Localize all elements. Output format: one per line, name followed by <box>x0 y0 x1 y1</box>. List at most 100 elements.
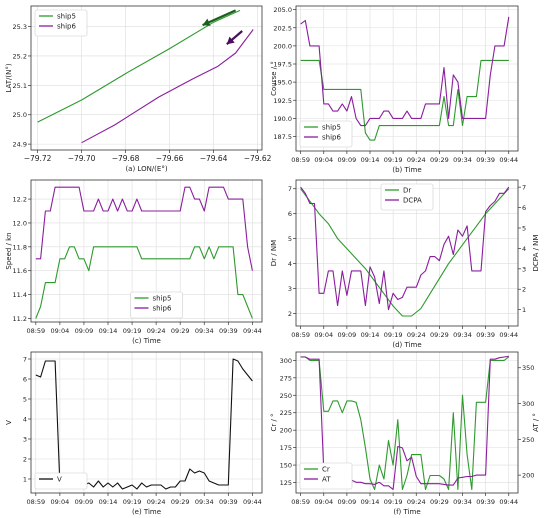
chart-panel-a: −79.72 −79.70 −79.68 −79.66 −79.64 −79.62 24.9… <box>5 5 272 173</box>
plot-frame <box>30 5 263 151</box>
x-tick-label: 09:29 <box>430 156 449 164</box>
y-tick-label: 2 <box>23 456 27 464</box>
y-tick-label: 205.0 <box>273 6 292 14</box>
y2-tick-label: 200 <box>522 472 534 480</box>
series-line-ship5 <box>300 59 509 141</box>
legend-label: V <box>57 476 62 484</box>
y2-tick-label: 300 <box>522 400 534 408</box>
y-axis-label: V <box>5 420 13 425</box>
x-tick-label: 09:14 <box>361 498 380 506</box>
x-tick-label: 09:09 <box>338 498 357 506</box>
y-axis-label: Dr / NM <box>270 240 278 266</box>
y-tick-label: 4 <box>23 416 27 424</box>
x-tick-label: 09:29 <box>430 331 449 339</box>
legend-box <box>34 472 88 490</box>
y-tick-label: 1 <box>23 476 27 484</box>
y-axis-label: LAT/(N°) <box>5 63 13 92</box>
y-tick-label: 190.0 <box>273 115 292 123</box>
plot-frame <box>295 179 519 327</box>
plot-frame <box>30 179 263 323</box>
y-axis-label: Speed / kn <box>5 232 13 269</box>
legend: ship5 ship6 <box>130 291 183 319</box>
plot-frame <box>295 351 519 494</box>
chart-panel-c: 08:59 09:04 09:09 09:14 09:19 09:24 09:29 09:34… <box>5 179 263 345</box>
y2-tick-label: 7 <box>522 184 526 192</box>
x-tick-label: 09:24 <box>147 327 166 335</box>
y-tick-label: 202.5 <box>273 24 292 32</box>
x-tick-label: −79.66 <box>156 154 184 163</box>
y2-tick-label: 3 <box>522 265 526 273</box>
y-tick-label: 250 <box>280 392 292 400</box>
x-tick-label: 09:39 <box>476 156 495 164</box>
y2-axis-label: DCPA / NM <box>532 235 540 272</box>
x-tick-label: 09:09 <box>338 331 357 339</box>
x-tick-label: 08:59 <box>291 498 310 506</box>
y-tick-label: 6 <box>288 210 292 218</box>
x-tick-label: 09:34 <box>453 156 472 164</box>
y-tick-label: 7 <box>23 356 27 364</box>
y-tick-label: 3 <box>288 285 292 293</box>
y-tick-label: 175 <box>280 444 292 452</box>
y-tick-label: 197.5 <box>273 61 292 69</box>
chart-panel-d: 08:59 09:04 09:09 09:14 09:19 09:24 09:29 09:34… <box>270 179 540 349</box>
x-tick-label: 09:14 <box>99 498 118 506</box>
x-tick-label: 09:14 <box>361 156 380 164</box>
x-tick-label: 09:34 <box>195 498 214 506</box>
x-tick-label: 09:14 <box>99 327 118 335</box>
x-tick-label: 09:19 <box>384 331 403 339</box>
legend-label: ship5 <box>322 124 341 132</box>
y-tick-label: 300 <box>280 357 292 365</box>
x-tick-label: 09:44 <box>499 156 518 164</box>
panel-caption: (c) Time <box>132 337 161 345</box>
x-tick-label: 09:39 <box>219 498 238 506</box>
y2-tick-label: 1 <box>522 306 526 314</box>
x-tick-label: 09:14 <box>361 331 380 339</box>
legend-label: DCPA <box>403 197 422 205</box>
y-tick-label: 3 <box>23 436 27 444</box>
y2-axis-label: AT / ° <box>532 413 540 432</box>
x-tick-label: 09:39 <box>219 327 238 335</box>
series-line-v <box>35 358 253 490</box>
x-tick-label: 08:59 <box>26 498 45 506</box>
y-tick-label: 11.8 <box>13 243 27 251</box>
x-tick-label: 08:59 <box>291 331 310 339</box>
y-tick-label: 5 <box>23 396 27 404</box>
y-tick-label: 2 <box>288 310 292 318</box>
series-line-cr <box>300 356 510 491</box>
legend: Cr AT <box>299 462 353 490</box>
x-tick-label: 09:24 <box>407 331 426 339</box>
y-tick-label: 200 <box>280 427 292 435</box>
panel-caption: (f) Time <box>393 508 420 516</box>
y-tick-label: 6 <box>23 376 27 384</box>
x-tick-label: 09:04 <box>314 498 333 506</box>
y2-tick-label: 4 <box>522 245 526 253</box>
legend-label: ship6 <box>153 305 172 313</box>
y-tick-label: 11.2 <box>13 315 27 323</box>
y-tick-label: 25.2 <box>13 52 27 60</box>
x-tick-label: 09:09 <box>75 498 94 506</box>
legend: ship5 ship6 <box>34 9 88 37</box>
legend: V <box>34 472 88 490</box>
chart-panel-b: 08:59 09:04 09:09 09:14 09:19 09:24 09:29 09:34… <box>270 5 519 174</box>
y-tick-label: 24.9 <box>13 141 27 149</box>
y-tick-label: 195.0 <box>273 79 292 87</box>
x-tick-label: 09:19 <box>384 156 403 164</box>
panel-caption: (d) Time <box>392 341 421 349</box>
legend-label: Dr <box>403 187 411 195</box>
legend-label: AT <box>322 476 331 484</box>
y-tick-label: 187.5 <box>273 133 292 141</box>
y-axis-label: Course / ° <box>270 61 278 96</box>
x-tick-label: 09:44 <box>243 327 262 335</box>
plot-frame <box>30 351 263 494</box>
x-tick-label: 09:39 <box>476 331 495 339</box>
y-tick-label: 25.1 <box>13 82 27 90</box>
y-tick-label: 275 <box>280 374 292 382</box>
x-tick-label: 09:34 <box>453 331 472 339</box>
x-tick-label: −79.68 <box>112 154 140 163</box>
x-tick-label: 09:04 <box>51 327 70 335</box>
y2-tick-label: 6 <box>522 204 526 212</box>
x-tick-label: 09:19 <box>123 498 142 506</box>
x-tick-label: 09:29 <box>430 498 449 506</box>
x-tick-label: 09:44 <box>499 498 518 506</box>
y-tick-label: 7 <box>288 185 292 193</box>
